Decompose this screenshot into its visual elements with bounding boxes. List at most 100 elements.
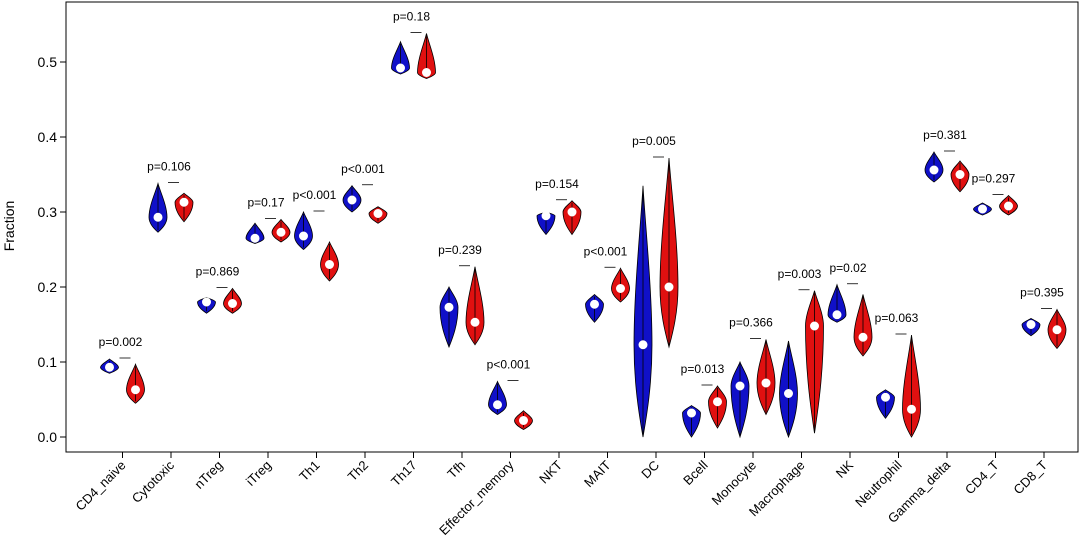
x-tick-label: Cytotoxic [129, 457, 178, 506]
violin-group-nkt: p=0.154 [535, 177, 582, 236]
p-value-label: p=0.381 [923, 128, 967, 142]
violin-group-bcell: p=0.013 [681, 362, 727, 438]
violin-group-macrophage: p=0.003 [778, 267, 824, 439]
violin-group-ntreg: p=0.869 [196, 265, 242, 314]
median-point-blue [347, 195, 357, 205]
p-value-label: p=0.013 [681, 362, 725, 376]
y-tick-label: 0.2 [38, 279, 58, 295]
median-point-blue [978, 204, 987, 214]
x-tick-label: nTreg [191, 458, 225, 492]
median-point-blue [493, 400, 502, 410]
median-point-blue [202, 297, 211, 307]
median-point-blue [881, 392, 890, 402]
median-point-red [1004, 201, 1013, 211]
p-value-label: p<0.001 [293, 188, 337, 202]
y-tick-label: 0.1 [38, 354, 58, 370]
p-value-label: p=0.02 [829, 261, 866, 275]
x-tick-label: NK [833, 457, 857, 481]
violin-group-gamma-delta: p=0.381 [923, 128, 970, 193]
p-value-label: p=0.003 [778, 267, 822, 281]
x-tick-label: iTreg [243, 458, 274, 489]
x-tick-label: MAIT [581, 457, 614, 490]
median-point-red [131, 385, 140, 395]
median-point-red [858, 332, 868, 342]
median-point-red [422, 68, 431, 77]
x-tick-label: Bcell [680, 457, 711, 488]
x-tick-label: Th1 [296, 458, 322, 484]
violin-group-itreg: p=0.17 [245, 196, 291, 244]
violin-group-tfh: p=0.239 [438, 243, 485, 349]
median-point-red [470, 317, 480, 327]
median-point-red [179, 197, 189, 207]
x-tick-label: Th2 [345, 458, 371, 484]
median-point-red [713, 397, 722, 407]
p-value-label: p=0.395 [1020, 286, 1064, 300]
y-axis: 0.0 0.1 0.2 0.3 0.4 0.5 [38, 54, 66, 445]
y-tick-label: 0.4 [38, 129, 58, 145]
plot-frame [65, 1, 1079, 453]
violin-group-neutrophil: p=0.063 [875, 311, 921, 438]
x-tick-label: CD4_naive [73, 458, 129, 514]
median-point-red [373, 209, 383, 218]
median-point-red [567, 207, 577, 217]
median-point-blue [396, 63, 405, 73]
median-point-red [228, 299, 237, 308]
p-value-label: p=0.002 [99, 335, 143, 349]
median-point-blue [541, 211, 551, 221]
violin-group-cd8-t: p=0.395 [1020, 286, 1067, 350]
p-value-label: p=0.106 [147, 160, 191, 174]
y-tick-label: 0.5 [38, 54, 58, 70]
median-point-blue [105, 362, 114, 372]
y-tick-label: 0.3 [38, 204, 58, 220]
x-tick-label: Monocyte [709, 458, 759, 508]
x-tick-label: CD4_T [962, 457, 1002, 497]
p-value-label: p=0.17 [247, 196, 284, 210]
violin-group-cd4-naive: p=0.002 [99, 335, 145, 404]
median-point-blue [784, 389, 793, 398]
violin-group-th17: p=0.18 [391, 10, 436, 79]
p-value-label: p=0.005 [632, 134, 676, 148]
p-value-label: p=0.239 [438, 243, 482, 257]
median-point-blue [687, 408, 696, 418]
p-value-label: p<0.001 [341, 162, 385, 176]
y-axis-label: Fraction [1, 201, 17, 252]
median-point-blue [299, 231, 308, 241]
median-point-blue [1026, 320, 1036, 329]
median-point-blue [153, 212, 163, 222]
x-tick-label: Th17 [388, 458, 420, 490]
violin-group-cytotoxic: p=0.106 [147, 160, 194, 233]
median-point-blue [250, 233, 260, 243]
x-tick-label: NKT [536, 457, 565, 486]
median-point-blue [832, 310, 842, 320]
p-value-label: p=0.154 [535, 177, 579, 191]
violin-group-mait: p<0.001 [584, 244, 630, 323]
x-axis: CD4_naive Cytotoxic nTreg iTreg Th1 Th2 Th17 Tf… [73, 452, 1050, 538]
violin-group-monocyte: p=0.366 [729, 316, 776, 439]
median-point-red [664, 282, 674, 292]
median-point-red [1052, 325, 1062, 335]
median-point-blue [735, 381, 745, 391]
p-value-label: p<0.001 [584, 244, 628, 258]
median-point-blue [929, 165, 939, 175]
p-value-label: p=0.063 [875, 311, 919, 325]
median-point-blue [444, 302, 454, 312]
p-value-label: p=0.366 [729, 316, 773, 330]
median-point-red [616, 284, 625, 293]
p-value-label: p=0.869 [196, 265, 240, 279]
median-point-blue [638, 340, 648, 350]
x-tick-label: DC [638, 458, 662, 482]
median-point-red [276, 227, 286, 237]
violin-group-nk: p=0.02 [827, 261, 873, 357]
p-value-label: p=0.18 [393, 10, 430, 24]
p-value-label: p=0.297 [972, 172, 1016, 186]
violin-group-th2: p<0.001 [341, 162, 388, 224]
x-tick-label: CD8_T [1010, 457, 1050, 497]
median-point-red [325, 260, 334, 269]
median-point-red [519, 416, 528, 425]
median-point-blue [590, 299, 599, 309]
violin-group-th1: p<0.001 [293, 188, 339, 282]
p-value-label: p<0.001 [487, 358, 531, 372]
violin-groups: p=0.002 p=0.106 p=0.869 p=0.17 p<0.001 p<0.00… [99, 10, 1067, 439]
y-tick-label: 0.0 [38, 429, 58, 445]
